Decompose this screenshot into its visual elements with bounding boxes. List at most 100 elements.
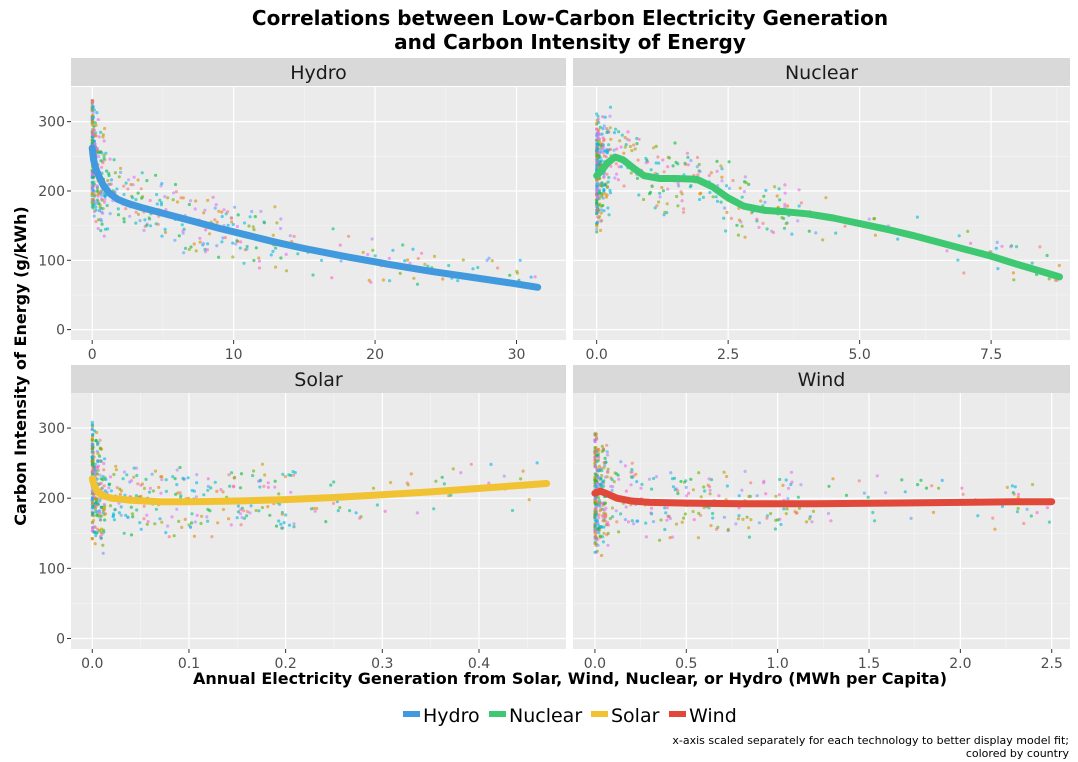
data-point — [157, 485, 161, 489]
data-point — [924, 486, 929, 490]
data-point — [708, 492, 712, 496]
data-point — [136, 178, 140, 182]
data-point — [614, 509, 618, 513]
data-point — [93, 542, 97, 546]
data-point — [871, 510, 875, 515]
data-point — [600, 192, 604, 197]
data-point — [658, 195, 662, 199]
data-point — [597, 455, 601, 459]
data-point — [284, 269, 289, 273]
data-point — [91, 123, 95, 127]
data-point — [711, 511, 715, 516]
data-point — [90, 498, 94, 502]
x-tick-label: 2.5 — [1041, 656, 1063, 672]
data-point — [593, 458, 597, 462]
data-point — [594, 437, 598, 442]
y-axis-label: Carbon Intensity of Energy (g/kWh) — [11, 206, 30, 525]
data-point — [195, 473, 199, 477]
data-point — [596, 538, 600, 542]
data-point — [91, 504, 95, 508]
data-point — [338, 243, 342, 247]
data-point — [288, 234, 292, 238]
data-point — [347, 234, 351, 238]
data-point — [215, 244, 219, 248]
data-point — [96, 192, 100, 196]
data-point — [262, 484, 266, 488]
data-point — [90, 192, 94, 196]
data-point — [139, 187, 143, 191]
data-point — [623, 518, 628, 522]
data-point — [90, 113, 95, 118]
data-point — [826, 511, 831, 516]
data-point — [599, 211, 603, 215]
data-point — [245, 514, 249, 518]
fit-line-solar — [88, 475, 551, 506]
x-tick-label: 2.0 — [949, 656, 971, 672]
data-point — [597, 513, 601, 517]
data-point — [339, 259, 343, 263]
data-point — [605, 185, 610, 189]
data-point — [91, 433, 95, 437]
data-point — [117, 175, 121, 179]
data-point — [635, 519, 639, 523]
data-point — [595, 122, 599, 126]
data-point — [629, 483, 633, 487]
data-point — [600, 444, 604, 448]
data-point — [686, 155, 690, 159]
data-point — [389, 480, 393, 485]
data-point — [862, 491, 867, 495]
data-point — [619, 512, 623, 516]
data-point — [624, 505, 628, 509]
data-point — [451, 467, 455, 471]
data-point — [778, 477, 782, 482]
data-point — [160, 234, 164, 238]
data-point — [142, 517, 146, 521]
facet-strip-label: Hydro — [290, 62, 347, 84]
data-point — [242, 509, 246, 513]
data-point — [215, 220, 219, 224]
data-point — [611, 485, 615, 489]
data-point — [617, 130, 621, 134]
data-point — [195, 481, 199, 485]
data-point — [252, 258, 256, 263]
data-point — [736, 517, 741, 521]
data-point — [206, 519, 210, 523]
data-point — [213, 218, 217, 222]
data-point — [702, 485, 706, 489]
data-point — [313, 509, 317, 513]
data-point — [689, 183, 693, 188]
scatter-points — [591, 431, 1056, 558]
data-point — [686, 163, 691, 167]
data-point — [91, 117, 95, 121]
x-tick-label: 0.4 — [468, 656, 490, 672]
data-point — [311, 273, 315, 277]
data-point — [258, 479, 262, 483]
data-point — [779, 522, 783, 527]
data-point — [201, 241, 206, 246]
data-point — [962, 271, 966, 275]
data-point — [251, 225, 255, 229]
data-point — [99, 190, 103, 194]
data-point — [797, 506, 802, 510]
data-point — [164, 478, 168, 482]
data-point — [181, 231, 185, 235]
data-point — [747, 526, 751, 530]
data-point — [603, 475, 608, 479]
data-point — [96, 452, 100, 456]
data-point — [146, 520, 150, 524]
data-point — [90, 528, 94, 533]
data-point — [602, 531, 606, 535]
data-point — [125, 473, 129, 477]
data-point — [708, 190, 712, 195]
data-point — [148, 217, 152, 221]
data-point — [743, 235, 747, 239]
data-point — [1030, 261, 1034, 265]
data-point — [765, 516, 769, 520]
data-point — [204, 228, 208, 232]
x-tick-label: 2.5 — [717, 347, 739, 363]
data-point — [593, 515, 597, 519]
data-point — [675, 194, 679, 199]
data-point — [915, 215, 920, 219]
data-point — [770, 229, 774, 233]
data-point — [90, 420, 94, 424]
